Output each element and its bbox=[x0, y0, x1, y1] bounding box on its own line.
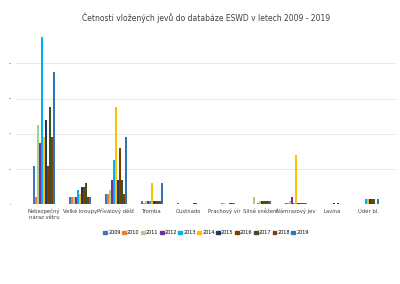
Title: Četnosti vložených jevů do databáze ESWD v letech 2009 - 2019: Četnosti vložených jevů do databáze ESWD… bbox=[82, 13, 330, 24]
Bar bbox=[293, 203, 295, 204]
Bar bbox=[373, 199, 375, 204]
Bar bbox=[223, 203, 225, 204]
Bar bbox=[115, 107, 117, 204]
Bar bbox=[41, 37, 43, 204]
Bar bbox=[143, 203, 145, 204]
Bar bbox=[87, 197, 89, 204]
Bar bbox=[149, 201, 151, 204]
Bar bbox=[177, 203, 179, 204]
Bar bbox=[377, 199, 379, 204]
Bar bbox=[49, 107, 51, 204]
Bar bbox=[221, 203, 223, 204]
Bar bbox=[111, 180, 113, 204]
Bar bbox=[47, 166, 49, 204]
Bar bbox=[263, 201, 265, 204]
Bar bbox=[109, 190, 111, 204]
Bar bbox=[193, 203, 195, 204]
Bar bbox=[33, 166, 35, 204]
Bar bbox=[303, 203, 305, 204]
Bar bbox=[119, 148, 121, 204]
Bar bbox=[35, 197, 37, 204]
Bar bbox=[69, 197, 71, 204]
Bar bbox=[79, 194, 81, 204]
Bar bbox=[365, 199, 367, 204]
Bar bbox=[121, 180, 123, 204]
Bar bbox=[77, 190, 79, 204]
Bar bbox=[257, 203, 259, 204]
Bar bbox=[81, 187, 83, 204]
Bar bbox=[253, 197, 255, 204]
Bar bbox=[259, 201, 261, 204]
Bar bbox=[75, 197, 77, 204]
Bar bbox=[337, 203, 339, 204]
Bar bbox=[151, 183, 153, 204]
Bar bbox=[295, 155, 297, 204]
Bar bbox=[305, 203, 307, 204]
Bar bbox=[297, 203, 299, 204]
Bar bbox=[89, 197, 91, 204]
Bar bbox=[261, 201, 263, 204]
Bar bbox=[267, 201, 269, 204]
Bar bbox=[113, 160, 115, 204]
Bar bbox=[43, 137, 45, 204]
Bar bbox=[153, 201, 155, 204]
Bar bbox=[85, 183, 87, 204]
Bar bbox=[299, 203, 301, 204]
Bar bbox=[125, 137, 127, 204]
Bar bbox=[141, 201, 143, 204]
Bar bbox=[287, 203, 289, 204]
Bar bbox=[37, 125, 39, 204]
Bar bbox=[269, 201, 271, 204]
Bar bbox=[231, 203, 233, 204]
Bar bbox=[265, 201, 267, 204]
Bar bbox=[83, 187, 85, 204]
Bar bbox=[51, 137, 53, 204]
Legend: 2009, 2010, 2011, 2012, 2013, 2014, 2015, 2016, 2017, 2018, 2019: 2009, 2010, 2011, 2012, 2013, 2014, 2015… bbox=[102, 228, 310, 237]
Bar bbox=[71, 197, 73, 204]
Bar bbox=[107, 194, 109, 204]
Bar bbox=[117, 180, 119, 204]
Bar bbox=[73, 197, 75, 204]
Bar bbox=[233, 203, 235, 204]
Bar bbox=[285, 203, 287, 204]
Bar bbox=[105, 194, 107, 204]
Bar bbox=[229, 203, 231, 204]
Bar bbox=[333, 203, 335, 204]
Bar bbox=[123, 194, 125, 204]
Bar bbox=[155, 201, 157, 204]
Bar bbox=[147, 201, 149, 204]
Bar bbox=[367, 199, 369, 204]
Bar bbox=[53, 72, 55, 204]
Bar bbox=[159, 201, 161, 204]
Bar bbox=[195, 203, 197, 204]
Bar bbox=[45, 120, 47, 204]
Bar bbox=[161, 183, 163, 204]
Bar bbox=[157, 201, 159, 204]
Bar bbox=[371, 199, 373, 204]
Bar bbox=[39, 143, 41, 204]
Bar bbox=[291, 197, 293, 204]
Bar bbox=[289, 201, 291, 204]
Bar bbox=[369, 199, 371, 204]
Bar bbox=[145, 201, 147, 204]
Bar bbox=[301, 203, 303, 204]
